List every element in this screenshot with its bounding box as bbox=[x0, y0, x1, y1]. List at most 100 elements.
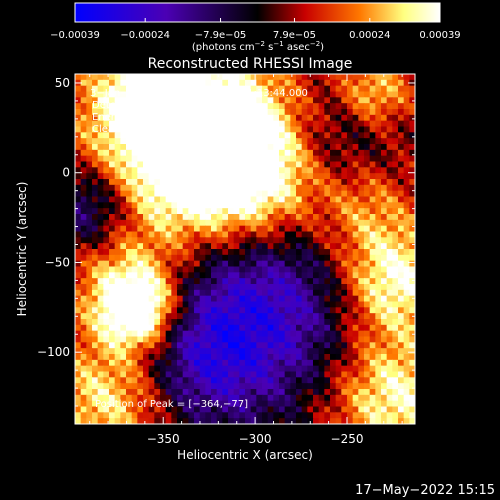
heatmap-cell bbox=[137, 278, 144, 285]
heatmap-cell bbox=[182, 231, 189, 238]
heatmap-cell bbox=[318, 272, 325, 279]
heatmap-cell bbox=[256, 132, 263, 139]
heatmap-cell bbox=[403, 179, 410, 186]
heatmap-cell bbox=[392, 383, 399, 390]
heatmap-cell bbox=[199, 179, 206, 186]
heatmap-cell bbox=[341, 266, 348, 273]
heatmap-cell bbox=[92, 74, 99, 81]
heatmap-cell bbox=[324, 383, 331, 390]
heatmap-cell bbox=[194, 260, 201, 268]
heatmap-cell bbox=[273, 260, 280, 268]
heatmap-cell bbox=[352, 97, 359, 104]
heatmap-cell bbox=[177, 260, 184, 268]
heatmap-cell bbox=[358, 389, 365, 396]
heatmap-cell bbox=[330, 114, 337, 122]
heatmap-cell bbox=[188, 85, 195, 93]
heatmap-cell bbox=[398, 225, 405, 233]
heatmap-cell bbox=[233, 231, 240, 238]
heatmap-cell bbox=[131, 97, 138, 104]
heatmap-cell bbox=[97, 179, 104, 186]
heatmap-cell bbox=[92, 149, 99, 157]
heatmap-cell bbox=[313, 126, 320, 133]
heatmap-cell bbox=[194, 196, 201, 203]
heatmap-cell bbox=[335, 278, 342, 285]
heatmap-cell bbox=[160, 377, 167, 384]
heatmap-cell bbox=[86, 225, 93, 233]
heatmap-cell bbox=[86, 336, 93, 343]
heatmap-cell bbox=[313, 243, 320, 250]
heatmap-cell bbox=[335, 225, 342, 233]
heatmap-cell bbox=[245, 359, 252, 367]
heatmap-cell bbox=[205, 190, 212, 198]
heatmap-cell bbox=[284, 394, 291, 402]
heatmap-cell bbox=[296, 126, 303, 133]
heatmap-cell bbox=[228, 289, 235, 297]
heatmap-cell bbox=[245, 354, 252, 361]
heatmap-cell bbox=[233, 190, 240, 198]
heatmap-cell bbox=[369, 260, 376, 268]
heatmap-cell bbox=[137, 219, 144, 227]
heatmap-cell bbox=[341, 342, 348, 349]
heatmap-cell bbox=[114, 155, 121, 163]
heatmap-cell bbox=[160, 103, 167, 110]
heatmap-cell bbox=[143, 132, 150, 139]
heatmap-cell bbox=[364, 330, 371, 338]
heatmap-cell bbox=[256, 295, 263, 303]
heatmap-cell bbox=[256, 260, 263, 268]
heatmap-cell bbox=[80, 371, 87, 378]
heatmap-cell bbox=[369, 330, 376, 338]
heatmap-cell bbox=[182, 103, 189, 110]
heatmap-cell bbox=[211, 231, 218, 238]
heatmap-cell bbox=[109, 383, 116, 390]
heatmap-cell bbox=[256, 184, 263, 192]
heatmap-cell bbox=[109, 330, 116, 338]
heatmap-cell bbox=[148, 179, 155, 186]
heatmap-cell bbox=[109, 237, 116, 244]
heatmap-cell bbox=[228, 336, 235, 343]
heatmap-cell bbox=[211, 412, 218, 419]
heatmap-cell bbox=[330, 74, 337, 81]
heatmap-cell bbox=[233, 301, 240, 308]
heatmap-cell bbox=[182, 400, 189, 408]
heatmap-cell bbox=[364, 202, 371, 209]
heatmap-cell bbox=[307, 126, 314, 133]
heatmap-cell bbox=[296, 389, 303, 396]
heatmap-cell bbox=[245, 196, 252, 203]
heatmap-cell bbox=[409, 190, 415, 198]
heatmap-cell bbox=[75, 74, 82, 81]
heatmap-cell bbox=[160, 225, 167, 233]
heatmap-cell bbox=[273, 406, 280, 413]
heatmap-cell bbox=[199, 330, 206, 338]
heatmap-cell bbox=[177, 389, 184, 396]
heatmap-cell bbox=[80, 342, 87, 349]
heatmap-cell bbox=[233, 97, 240, 104]
heatmap-cell bbox=[296, 260, 303, 268]
heatmap-cell bbox=[97, 138, 104, 145]
heatmap-cell bbox=[205, 249, 212, 256]
heatmap-cell bbox=[194, 371, 201, 378]
heatmap-cell bbox=[120, 231, 127, 238]
heatmap-cell bbox=[143, 254, 150, 262]
heatmap-cell bbox=[97, 120, 104, 128]
heatmap-cell bbox=[364, 219, 371, 227]
heatmap-cell bbox=[109, 184, 116, 192]
heatmap-cell bbox=[182, 406, 189, 413]
heatmap-cell bbox=[216, 348, 223, 355]
heatmap-cell bbox=[114, 266, 121, 273]
heatmap-cell bbox=[386, 167, 393, 174]
heatmap-cell bbox=[143, 324, 150, 332]
heatmap-cell bbox=[126, 114, 133, 122]
heatmap-cell bbox=[403, 225, 410, 233]
heatmap-cell bbox=[188, 383, 195, 390]
heatmap-cell bbox=[262, 319, 269, 326]
heatmap-cell bbox=[245, 161, 252, 168]
heatmap-cell bbox=[403, 196, 410, 203]
heatmap-cell bbox=[154, 243, 161, 250]
heatmap-cell bbox=[80, 243, 87, 250]
heatmap-cell bbox=[324, 138, 331, 145]
heatmap-cell bbox=[352, 418, 359, 424]
heatmap-cell bbox=[375, 202, 382, 209]
heatmap-cell bbox=[256, 354, 263, 361]
heatmap-cell bbox=[307, 371, 314, 378]
